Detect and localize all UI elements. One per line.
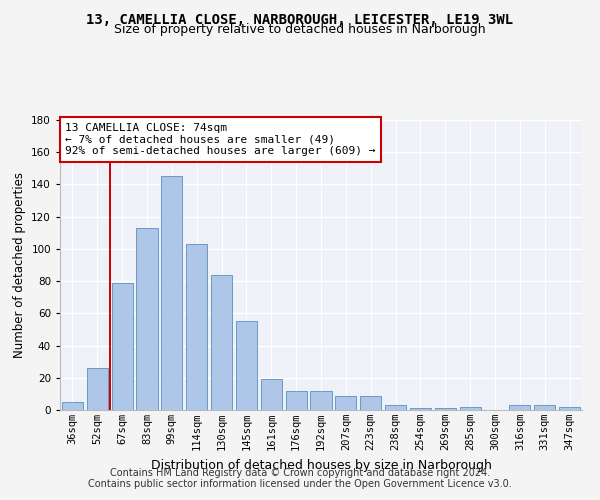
Bar (161, 176, 182, 410)
Text: 13, CAMELLIA CLOSE, NARBOROUGH, LEICESTER, LE19 3WL: 13, CAMELLIA CLOSE, NARBOROUGH, LEICESTE… (86, 12, 514, 26)
Bar (261, 380, 282, 410)
Bar (87, 368, 108, 410)
Bar (236, 322, 257, 410)
Text: Size of property relative to detached houses in Narborough: Size of property relative to detached ho… (114, 22, 486, 36)
Bar (509, 405, 530, 410)
Bar (286, 390, 307, 410)
Bar (62, 402, 83, 410)
Text: Contains public sector information licensed under the Open Government Licence v3: Contains public sector information licen… (88, 479, 512, 489)
Bar (460, 407, 481, 410)
Bar (211, 274, 232, 410)
Bar (186, 244, 207, 410)
Bar (385, 405, 406, 410)
Bar (534, 405, 555, 410)
Bar (310, 390, 332, 410)
Bar (435, 408, 456, 410)
Bar (559, 407, 580, 410)
X-axis label: Distribution of detached houses by size in Narborough: Distribution of detached houses by size … (151, 458, 491, 471)
Text: 13 CAMELLIA CLOSE: 74sqm
← 7% of detached houses are smaller (49)
92% of semi-de: 13 CAMELLIA CLOSE: 74sqm ← 7% of detache… (65, 123, 376, 156)
Bar (360, 396, 381, 410)
Bar (410, 408, 431, 410)
Bar (136, 228, 158, 410)
Bar (112, 282, 133, 410)
Y-axis label: Number of detached properties: Number of detached properties (13, 172, 26, 358)
Text: Contains HM Land Registry data © Crown copyright and database right 2024.: Contains HM Land Registry data © Crown c… (110, 468, 490, 477)
Bar (335, 396, 356, 410)
